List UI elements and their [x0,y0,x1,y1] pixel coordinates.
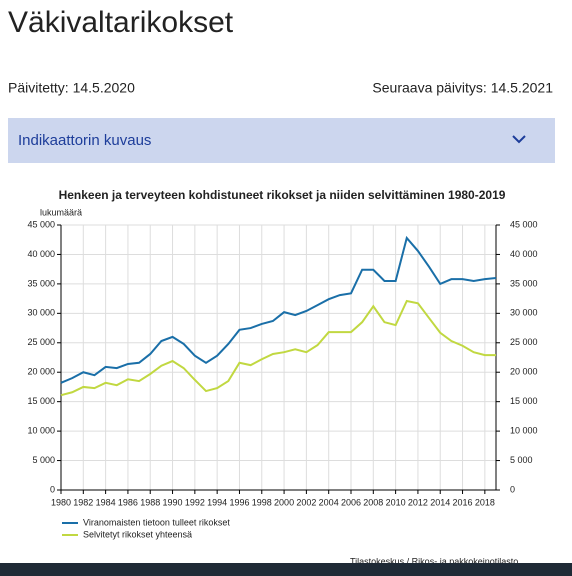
x-tick-label: 2008 [363,497,383,507]
x-tick-label: 2010 [386,497,406,507]
x-tick-label: 2000 [274,497,294,507]
y2-tick-label: 30 000 [510,308,538,318]
y2-tick-label: 15 000 [510,396,538,406]
legend-label: Viranomaisten tietoon tulleet rikokset [83,517,230,527]
x-tick-label: 1996 [229,497,249,507]
next-update: Seuraava päivitys: 14.5.2021 [372,80,553,96]
y2-tick-label: 35 000 [510,278,538,288]
x-tick-label: 1982 [73,497,93,507]
x-tick-label: 1998 [252,497,272,507]
y-axis-label: lukumäärä [40,207,82,217]
y-tick-label: 20 000 [27,367,55,377]
x-tick-label: 2006 [341,497,361,507]
y2-tick-label: 45 000 [510,219,538,229]
x-tick-label: 2012 [408,497,428,507]
taskbar [0,563,572,576]
chart-title: Henkeen ja terveyteen kohdistuneet rikok… [59,188,506,202]
series-line [60,299,496,397]
y-tick-label: 5 000 [32,455,55,465]
x-tick-label: 1986 [118,497,138,507]
x-tick-label: 2004 [319,497,339,507]
accordion-label[interactable]: Indikaattorin kuvaus [18,132,151,149]
x-tick-label: 1984 [96,497,116,507]
x-tick-label: 1990 [163,497,183,507]
y-tick-label: 15 000 [27,396,55,406]
x-tick-label: 1992 [185,497,205,507]
x-tick-label: 1988 [140,497,160,507]
updated: Päivitetty: 14.5.2020 [8,80,135,96]
y-tick-label: 45 000 [27,219,55,229]
legend-label: Selvitetyt rikokset yhteensä [83,529,192,539]
x-tick-label: 2018 [475,497,495,507]
y2-tick-label: 20 000 [510,367,538,377]
y-tick-label: 0 [50,484,55,494]
x-tick-label: 1980 [51,497,71,507]
y2-tick-label: 10 000 [510,425,538,435]
chevron[interactable] [512,135,526,144]
source: Tilastokeskus / Rikos- ja pakkokeinotila… [350,556,518,566]
y-tick-label: 40 000 [27,249,55,259]
series-line [60,235,497,384]
x-tick-label: 2016 [453,497,473,507]
x-tick-label: 2002 [296,497,316,507]
y2-tick-label: 0 [510,484,515,494]
x-tick-label: 1994 [207,497,227,507]
x-tick-label: 2014 [430,497,450,507]
accordion[interactable] [8,118,555,163]
y-tick-label: 10 000 [27,425,55,435]
y-tick-label: 35 000 [27,278,55,288]
y2-tick-label: 40 000 [510,249,538,259]
y2-tick-label: 25 000 [510,337,538,347]
page-title: Väkivaltarikokset [8,6,234,39]
y-tick-label: 30 000 [27,308,55,318]
y-tick-label: 25 000 [27,337,55,347]
y2-tick-label: 5 000 [510,455,533,465]
